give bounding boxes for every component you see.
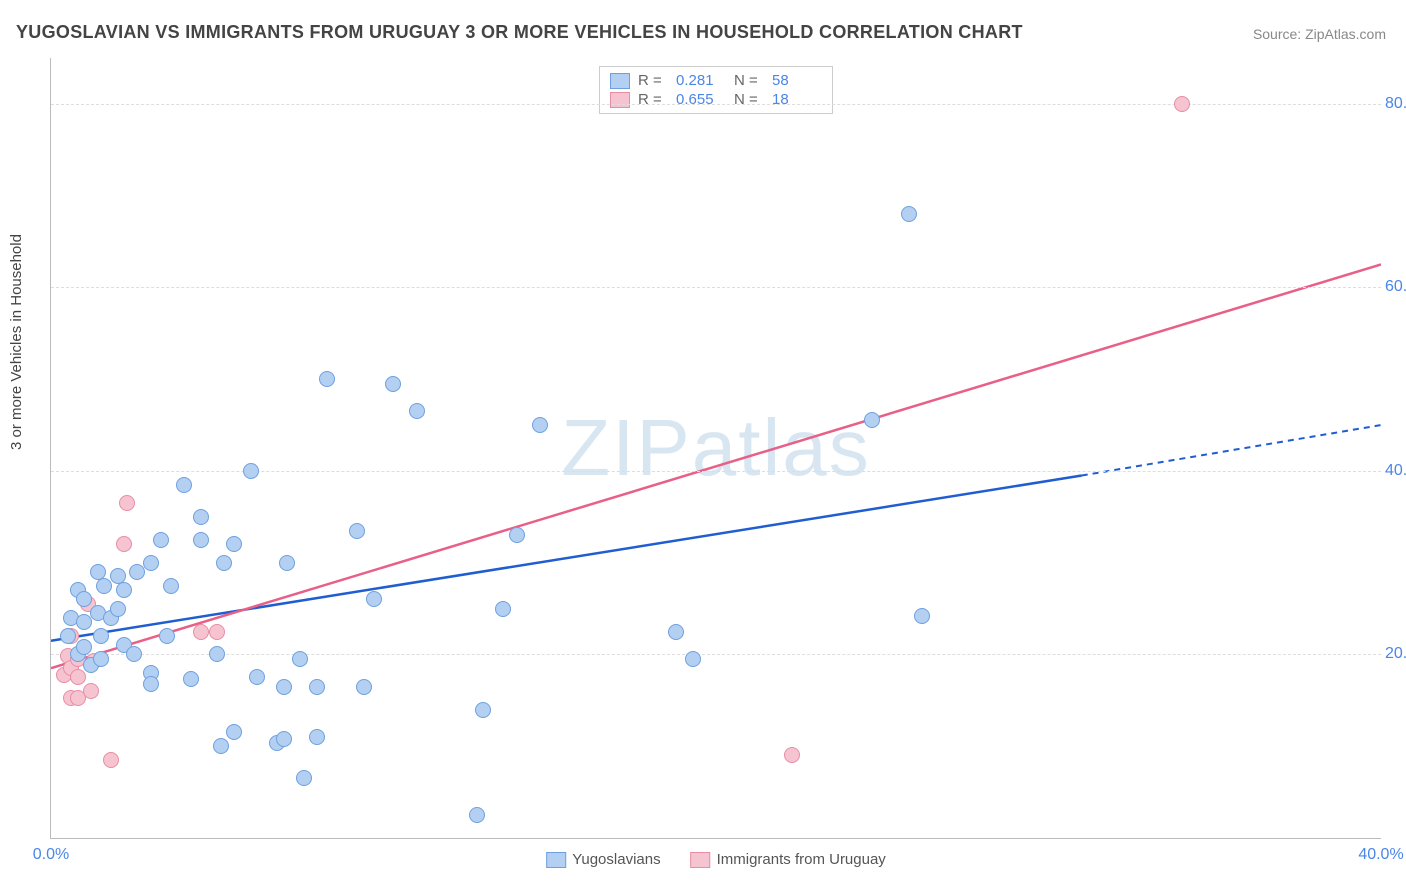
data-point <box>495 601 511 617</box>
plot-area: ZIPatlas R = 0.281 N = 58 R = 0.655 N = … <box>50 58 1381 839</box>
data-point <box>276 679 292 695</box>
data-point <box>76 639 92 655</box>
data-point <box>143 555 159 571</box>
swatch-series-0 <box>610 73 630 89</box>
data-point <box>103 752 119 768</box>
trend-lines-layer <box>51 58 1381 838</box>
r-value-1: 0.655 <box>676 91 726 108</box>
data-point <box>60 628 76 644</box>
data-point <box>226 536 242 552</box>
data-point <box>116 536 132 552</box>
data-point <box>349 523 365 539</box>
chart-title: YUGOSLAVIAN VS IMMIGRANTS FROM URUGUAY 3… <box>16 22 1023 43</box>
gridline <box>51 287 1381 288</box>
data-point <box>366 591 382 607</box>
ytick-label: 60.0% <box>1385 278 1406 296</box>
legend-item-series-1: Immigrants from Uruguay <box>691 851 886 868</box>
data-point <box>864 412 880 428</box>
data-point <box>292 651 308 667</box>
data-point <box>469 807 485 823</box>
data-point <box>509 527 525 543</box>
data-point <box>183 671 199 687</box>
data-point <box>385 376 401 392</box>
legend-item-series-0: Yugoslavians <box>546 851 660 868</box>
xtick-label: 40.0% <box>1358 846 1403 864</box>
r-label: R = <box>638 72 668 89</box>
data-point <box>279 555 295 571</box>
data-point <box>116 582 132 598</box>
gridline <box>51 654 1381 655</box>
data-point <box>309 729 325 745</box>
xtick-label: 0.0% <box>33 846 69 864</box>
data-point <box>93 628 109 644</box>
data-point <box>532 417 548 433</box>
data-point <box>1174 96 1190 112</box>
data-point <box>193 509 209 525</box>
data-point <box>76 591 92 607</box>
ytick-label: 20.0% <box>1385 645 1406 663</box>
n-value-1: 18 <box>772 91 822 108</box>
data-point <box>901 206 917 222</box>
data-point <box>685 651 701 667</box>
data-point <box>119 495 135 511</box>
data-point <box>213 738 229 754</box>
data-point <box>209 624 225 640</box>
data-point <box>409 403 425 419</box>
data-point <box>216 555 232 571</box>
series-0-label: Yugoslavians <box>572 851 660 868</box>
r-label: R = <box>638 91 668 108</box>
data-point <box>176 477 192 493</box>
data-point <box>193 532 209 548</box>
r-value-0: 0.281 <box>676 72 726 89</box>
watermark-text: ZIPatlas <box>561 402 870 494</box>
series-1-label: Immigrants from Uruguay <box>717 851 886 868</box>
source-attribution: Source: ZipAtlas.com <box>1253 26 1386 42</box>
data-point <box>356 679 372 695</box>
data-point <box>914 608 930 624</box>
data-point <box>83 683 99 699</box>
ytick-label: 80.0% <box>1385 95 1406 113</box>
data-point <box>110 601 126 617</box>
n-label: N = <box>734 91 764 108</box>
y-axis-label: 3 or more Vehicles in Household <box>8 234 25 450</box>
data-point <box>276 731 292 747</box>
swatch-series-1 <box>610 92 630 108</box>
data-point <box>226 724 242 740</box>
data-point <box>319 371 335 387</box>
data-point <box>296 770 312 786</box>
swatch-series-1 <box>691 852 711 868</box>
data-point <box>668 624 684 640</box>
data-point <box>70 669 86 685</box>
n-value-0: 58 <box>772 72 822 89</box>
legend-row-series-1: R = 0.655 N = 18 <box>610 90 822 109</box>
n-label: N = <box>734 72 764 89</box>
correlation-legend: R = 0.281 N = 58 R = 0.655 N = 18 <box>599 66 833 114</box>
data-point <box>309 679 325 695</box>
data-point <box>143 676 159 692</box>
data-point <box>153 532 169 548</box>
chart-container: YUGOSLAVIAN VS IMMIGRANTS FROM URUGUAY 3… <box>0 0 1406 892</box>
ytick-label: 40.0% <box>1385 462 1406 480</box>
swatch-series-0 <box>546 852 566 868</box>
data-point <box>209 646 225 662</box>
legend-row-series-0: R = 0.281 N = 58 <box>610 71 822 90</box>
series-legend: Yugoslavians Immigrants from Uruguay <box>546 851 886 868</box>
data-point <box>163 578 179 594</box>
data-point <box>193 624 209 640</box>
data-point <box>126 646 142 662</box>
data-point <box>784 747 800 763</box>
data-point <box>243 463 259 479</box>
data-point <box>159 628 175 644</box>
data-point <box>475 702 491 718</box>
data-point <box>249 669 265 685</box>
data-point <box>93 651 109 667</box>
